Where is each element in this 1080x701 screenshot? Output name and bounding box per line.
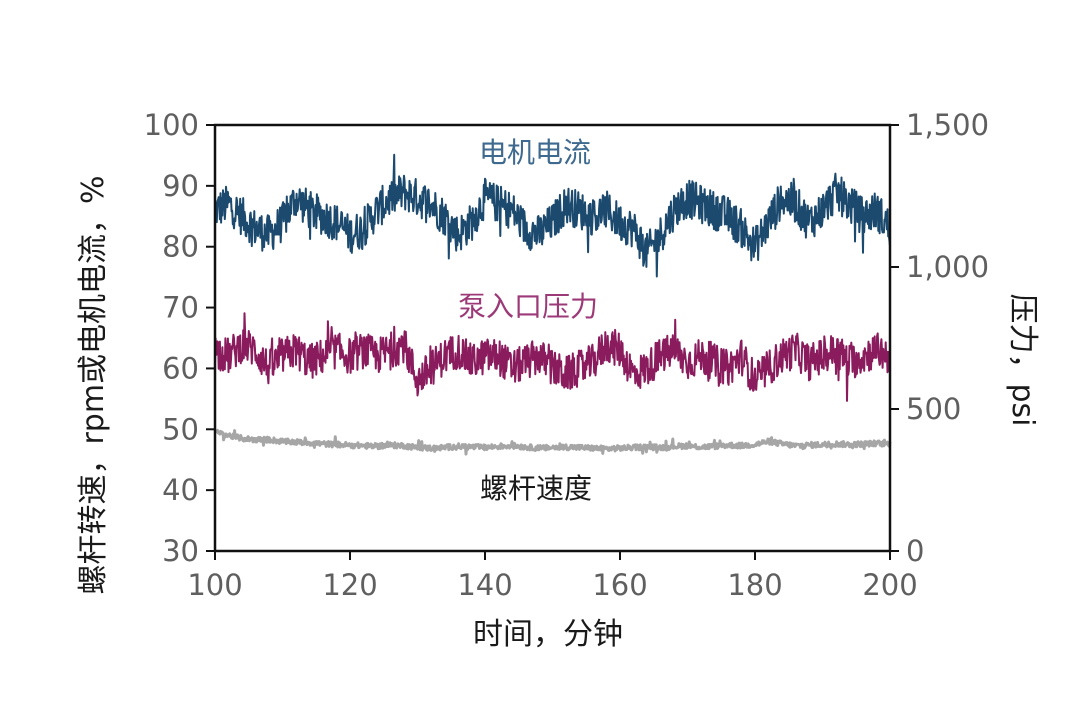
right-y-tick-label: 1,500: [906, 108, 989, 142]
series-labels: 电机电流 泵入口压力 螺杆速度: [458, 136, 598, 505]
x-axis-title: 时间，分钟: [473, 617, 623, 652]
series-label-motor-current: 电机电流: [479, 136, 591, 169]
series-layer: [214, 153, 892, 456]
right-y-axis-ticks: 0 500 1,000 1,500: [890, 108, 989, 568]
x-tick-label: 100: [187, 568, 242, 602]
right-y-tick-label: 1,000: [906, 250, 989, 284]
left-y-tick-label: 70: [162, 291, 199, 325]
series-line-motor-current: [214, 153, 891, 278]
series-label-pump-inlet-pressure: 泵入口压力: [458, 290, 598, 323]
right-y-tick-label: 0: [906, 534, 924, 568]
x-tick-label: 140: [457, 568, 512, 602]
series-label-screw-speed: 螺杆速度: [480, 472, 592, 505]
right-y-axis-title: 压力，psi: [1005, 293, 1040, 426]
left-y-tick-label: 40: [162, 473, 199, 507]
x-tick-label: 200: [862, 568, 917, 602]
left-y-tick-label: 50: [162, 412, 199, 446]
series-line-screw-speed: [214, 428, 892, 456]
series-line-pump-inlet-pressure: [214, 312, 891, 402]
x-axis-ticks: 100 120 140 160 180 200: [187, 551, 918, 602]
left-y-tick-label: 60: [162, 351, 199, 385]
left-y-axis-ticks: 30 40 50 60 70 80 90 100: [144, 108, 215, 568]
x-tick-label: 120: [322, 568, 377, 602]
left-y-tick-label: 80: [162, 230, 199, 264]
x-tick-label: 160: [592, 568, 647, 602]
plot-frame: [213, 123, 892, 553]
left-y-tick-label: 100: [144, 108, 199, 142]
left-y-tick-label: 90: [162, 169, 199, 203]
right-y-tick-label: 500: [906, 392, 961, 426]
left-y-tick-label: 30: [162, 534, 199, 568]
x-tick-label: 180: [727, 568, 782, 602]
left-y-axis-title: 螺杆转速，rpm或电机电流，%: [76, 175, 111, 594]
